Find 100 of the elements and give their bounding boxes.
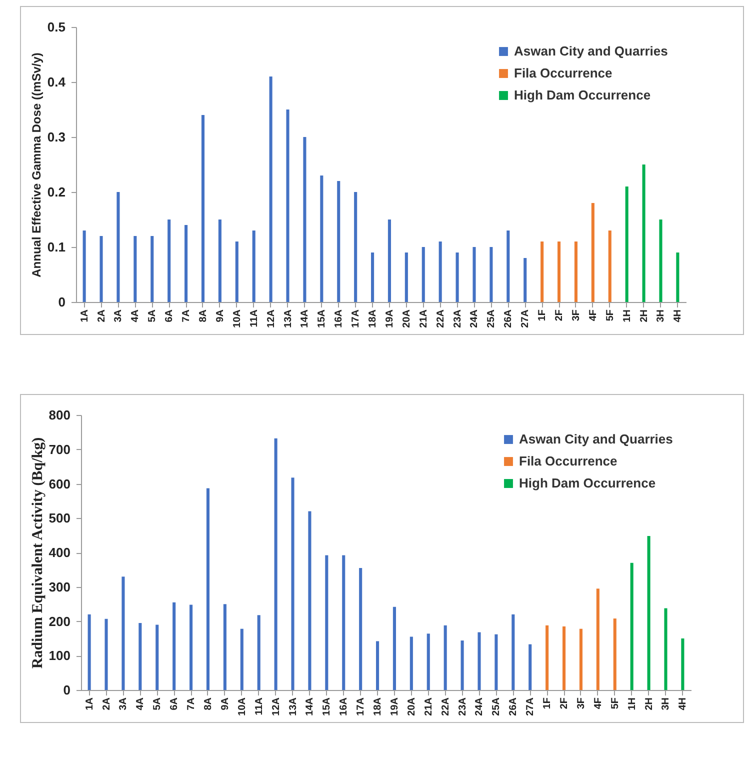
y-tick-label: 200 — [48, 614, 70, 629]
bar — [303, 137, 306, 302]
legend-label: Fila Occurrence — [519, 454, 618, 468]
bar — [490, 247, 493, 302]
y-tick-label: 0.5 — [47, 20, 66, 34]
bar — [478, 632, 481, 690]
x-tick-label: 2A — [96, 310, 108, 322]
x-tick-label: 1H — [626, 698, 638, 710]
bar — [134, 236, 137, 302]
bar — [494, 634, 498, 690]
x-tick-label: 17A — [356, 698, 367, 716]
x-tick-label: 2A — [101, 698, 112, 710]
bar — [206, 488, 210, 690]
x-tick-label: 11A — [248, 310, 260, 328]
bar — [460, 640, 464, 690]
x-tick-label: 4A — [135, 698, 146, 710]
x-tick-label: 10A — [232, 310, 243, 328]
bar — [392, 606, 396, 690]
x-tick-label: 14A — [304, 698, 316, 716]
bar — [172, 602, 176, 690]
x-tick-label: 3A — [118, 698, 130, 710]
bar — [664, 608, 668, 690]
x-tick-label: 22A — [440, 698, 452, 716]
bar — [100, 236, 103, 302]
bar — [88, 614, 91, 690]
bar — [625, 186, 628, 302]
bar — [472, 247, 476, 302]
x-tick-label: 15A — [322, 698, 333, 716]
x-tick-label: 23A — [457, 698, 468, 716]
x-tick-label: 26A — [503, 310, 514, 328]
bar — [630, 562, 634, 690]
bar — [540, 242, 544, 302]
bar — [252, 230, 256, 302]
bar — [235, 242, 238, 302]
x-tick-label: 18A — [372, 698, 384, 716]
bar — [528, 644, 532, 690]
x-tick-label: 7A — [181, 310, 192, 322]
x-tick-label: 27A — [525, 698, 536, 716]
bar — [156, 624, 159, 690]
bar — [456, 252, 459, 302]
x-tick-label: 3A — [113, 310, 124, 322]
y-tick-label: 300 — [48, 579, 70, 594]
x-tick-label: 5A — [152, 698, 164, 710]
x-tick-label: 3H — [660, 698, 672, 710]
bar — [168, 220, 171, 302]
bar — [218, 220, 222, 302]
bar — [562, 626, 566, 690]
bar — [354, 192, 358, 302]
y-tick-label: 500 — [48, 510, 70, 526]
bar — [426, 634, 430, 690]
bar — [104, 618, 108, 690]
bar — [642, 164, 646, 302]
bar — [608, 230, 612, 302]
legend-label: Aswan City and Quarries — [519, 432, 673, 446]
x-tick-label: 2H — [644, 698, 655, 710]
x-tick-label: 12A — [270, 698, 282, 716]
x-tick-label: 25A — [486, 310, 498, 328]
x-tick-label: 15A — [316, 310, 328, 328]
bar — [122, 576, 125, 690]
x-tick-label: 12A — [266, 310, 277, 328]
bar — [82, 230, 86, 302]
x-tick-label: 6A — [164, 310, 176, 322]
bar — [342, 555, 346, 690]
bar — [574, 242, 578, 302]
bar — [269, 76, 272, 302]
bar — [337, 181, 340, 302]
legend-label: Fila Occurrence — [514, 66, 612, 80]
bar — [359, 568, 362, 690]
x-tick-label: 13A — [282, 310, 294, 328]
x-tick-label: 14A — [300, 310, 311, 328]
x-tick-label: 2H — [638, 310, 650, 322]
y-axis-title: Radium Equivalent Activity (Bq/kg) — [30, 437, 46, 669]
y-tick-label: 0 — [63, 682, 70, 698]
legend-label: Aswan City and Quarries — [514, 44, 668, 58]
x-tick-label: 3F — [570, 310, 582, 322]
y-tick-label: 100 — [48, 648, 70, 664]
x-tick-label: 6A — [169, 698, 180, 710]
bar — [438, 242, 442, 302]
bar — [579, 628, 582, 690]
x-tick-label: 17A — [350, 310, 362, 328]
bar — [184, 225, 188, 302]
bar — [291, 478, 294, 690]
bar — [388, 220, 392, 302]
y-tick-label: 600 — [48, 476, 70, 492]
y-tick-label: 400 — [48, 545, 70, 560]
x-tick-label: 24A — [474, 698, 486, 716]
x-tick-label: 5F — [610, 698, 621, 710]
y-tick-label: 0.3 — [47, 130, 66, 144]
bar — [613, 618, 616, 690]
bar — [223, 604, 226, 690]
legend-label: High Dam Occurrence — [514, 88, 651, 102]
x-tick-label: 16A — [334, 310, 345, 328]
bar — [190, 604, 193, 690]
bar — [240, 628, 244, 690]
y-axis-title: Annual Effective Gamma Dose ((mSv/y) — [29, 52, 44, 278]
bar — [286, 110, 290, 302]
bar — [422, 247, 425, 302]
x-tick-label: 16A — [338, 698, 350, 716]
x-tick-label: 4H — [672, 310, 684, 322]
y-tick-label: 0.1 — [47, 240, 66, 254]
